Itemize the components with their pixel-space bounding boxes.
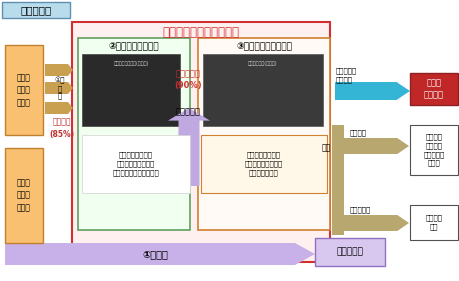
Text: 脱水汚泥
(85%): 脱水汚泥 (85%)	[49, 117, 74, 139]
Polygon shape	[343, 138, 408, 154]
Text: ・肥料化
・燃料化
・建設資材
　など: ・肥料化 ・燃料化 ・建設資材 など	[422, 134, 444, 166]
Text: メタンガス
有効利用: メタンガス 有効利用	[335, 67, 357, 83]
Text: ③高濃度汚泥撹拌技術: ③高濃度汚泥撹拌技術	[235, 42, 291, 51]
Text: ①集約化: ①集約化	[142, 249, 168, 259]
Text: 埋立処分
など: 埋立処分 など	[425, 214, 442, 230]
Polygon shape	[5, 243, 314, 265]
Text: ②汚泥発酵促進装置: ②汚泥発酵促進装置	[108, 42, 159, 51]
Text: 高濃度汚泥
(90%): 高濃度汚泥 (90%)	[174, 70, 202, 90]
Text: メタン発酵槽(実験機): メタン発酵槽(実験機)	[248, 60, 277, 65]
Polygon shape	[168, 108, 210, 186]
Bar	[409, 73, 457, 105]
Text: 汚泥: 汚泥	[321, 144, 330, 153]
Bar	[197, 38, 329, 230]
Bar	[5, 148, 43, 243]
Polygon shape	[45, 82, 73, 94]
Text: 減量化促進: 減量化促進	[336, 248, 363, 257]
Text: 汚泥発酵促進装置(実験機): 汚泥発酵促進装置(実験機)	[113, 60, 148, 65]
Bar	[5, 45, 43, 135]
Bar	[2, 2, 70, 18]
Text: 複数の
小規模
処理場: 複数の 小規模 処理場	[17, 73, 31, 107]
Bar	[202, 54, 322, 126]
Text: 高濃度汚泥を均一
撹拌する技術により
発酵槽を小型化: 高濃度汚泥を均一 撹拌する技術により 発酵槽を小型化	[244, 151, 282, 176]
Text: 混合・調整: 混合・調整	[175, 108, 200, 117]
Text: 有効利用: 有効利用	[349, 130, 366, 136]
Bar	[409, 205, 457, 240]
Bar	[409, 125, 457, 175]
Polygon shape	[45, 64, 73, 76]
Polygon shape	[334, 82, 409, 100]
Bar	[201, 135, 326, 193]
Bar	[82, 135, 190, 193]
Text: 発酵率向上による
更なる汚泥減量化と
メタンガス発生量の増加: 発酵率向上による 更なる汚泥減量化と メタンガス発生量の増加	[112, 151, 159, 176]
Bar	[72, 22, 329, 262]
Text: 運搬・処分: 運搬・処分	[349, 207, 370, 213]
Bar	[78, 38, 190, 230]
Bar	[331, 125, 343, 235]
Bar	[82, 54, 179, 126]
Polygon shape	[343, 215, 408, 231]
Text: ①集
約
化: ①集 約 化	[55, 77, 65, 99]
Text: その他
汚泥・
廃棄物: その他 汚泥・ 廃棄物	[17, 178, 31, 212]
Text: 新技術によるメタン発酵: 新技術によるメタン発酵	[162, 26, 239, 38]
Polygon shape	[45, 102, 73, 114]
Text: 処理フロー: 処理フロー	[20, 5, 51, 15]
Bar	[314, 238, 384, 266]
Text: ・発電
・熱利用: ・発電 ・熱利用	[423, 78, 443, 100]
